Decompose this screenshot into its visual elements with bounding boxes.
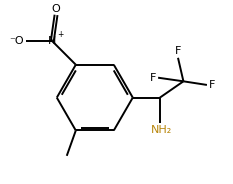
Text: F: F bbox=[175, 46, 181, 56]
Text: F: F bbox=[150, 73, 156, 83]
Text: +: + bbox=[57, 30, 63, 39]
Text: ⁻O: ⁻O bbox=[10, 36, 24, 46]
Text: O: O bbox=[51, 4, 60, 14]
Text: NH₂: NH₂ bbox=[151, 125, 172, 135]
Text: F: F bbox=[209, 80, 215, 90]
Text: N: N bbox=[48, 36, 56, 46]
